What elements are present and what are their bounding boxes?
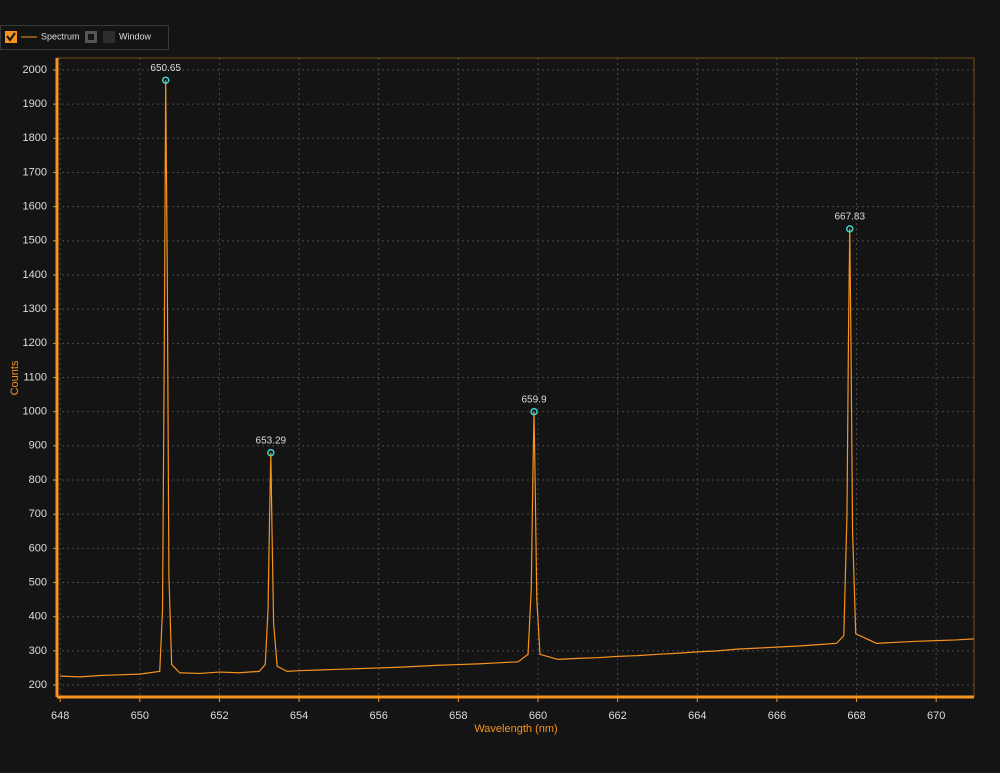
peak-label: 659.9 [521,394,546,405]
spectrum-line [60,80,975,678]
y-tick-label: 700 [29,508,47,520]
x-axis-label: Wavelength (nm) [474,723,557,735]
x-tick-label: 650 [131,710,149,722]
y-tick-label: 200 [29,679,47,691]
y-tick-label: 900 [29,440,47,452]
peak-marker [846,225,854,233]
y-tick-label: 1200 [23,337,47,349]
x-tick-label: 666 [768,710,786,722]
x-tick-label: 652 [210,710,228,722]
y-tick-label: 1000 [23,406,47,418]
y-tick-label: 2000 [23,64,47,76]
y-axis-label: Counts [9,360,21,395]
y-tick-label: 1400 [23,269,47,281]
legend-label: Window [119,31,152,41]
x-tick-label: 664 [688,710,706,722]
y-tick-label: 1500 [23,235,47,247]
check-mark [6,32,16,42]
legend-swatch [103,31,115,43]
y-tick-label: 500 [29,576,47,588]
x-tick-label: 668 [847,710,865,722]
peak-marker [267,448,275,457]
y-tick-label: 800 [29,474,47,486]
x-tick-label: 654 [290,710,308,722]
y-tick-label: 1800 [23,132,47,144]
x-tick-label: 670 [927,710,945,722]
y-tick-label: 400 [29,611,47,623]
y-tick-label: 300 [29,645,47,657]
peak-label: 650.65 [150,63,181,74]
x-tick-label: 656 [370,710,388,722]
x-tick-label: 660 [529,710,547,722]
x-tick-label: 658 [449,710,467,722]
y-tick-label: 1700 [23,166,47,178]
y-tick-label: 1900 [23,98,47,110]
x-tick-label: 648 [51,710,69,722]
legend-label: Spectrum [41,31,80,41]
peak-marker [530,407,538,416]
y-tick-label: 1600 [23,201,47,213]
y-tick-label: 1300 [23,303,47,315]
peak-label: 667.83 [834,211,865,222]
peak-marker [161,76,170,84]
y-tick-label: 1100 [23,371,47,383]
checkbox-inner [88,34,94,40]
x-tick-label: 662 [608,710,626,722]
peak-label: 653.29 [256,435,287,446]
y-tick-label: 600 [29,542,47,554]
